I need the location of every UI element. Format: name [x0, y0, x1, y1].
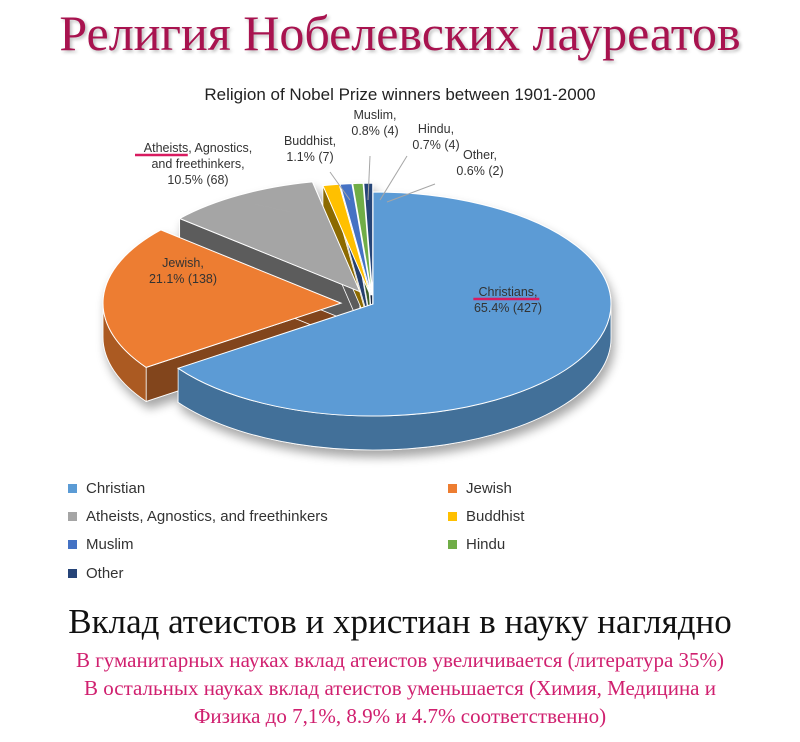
data-label-value: 0.7% (4) — [412, 138, 459, 152]
legend-label: Other — [86, 565, 124, 582]
data-label-value: 21.1% (138) — [149, 272, 217, 286]
data-label-value: 0.8% (4) — [351, 124, 398, 138]
leader-line — [254, 203, 291, 213]
leader-line — [367, 155, 371, 201]
legend-swatch — [448, 484, 457, 493]
data-label-name: Jewish, — [162, 256, 204, 270]
pie-slice-hindu — [352, 182, 373, 296]
data-label-value: 10.5% (68) — [167, 173, 228, 187]
pie-slice-muslim — [339, 183, 372, 296]
legend-label: Atheists, Agnostics, and freethinkers — [86, 508, 328, 525]
pie-slice-atheists — [178, 181, 361, 293]
data-label-name: Atheists, Agnostics, — [144, 141, 252, 155]
legend-swatch — [448, 540, 457, 549]
legend-swatch — [68, 512, 77, 521]
page-heading: Религия Нобелевских лауреатов — [59, 5, 741, 61]
footnote-line: В гуманитарных науках вклад атеистов уве… — [75, 648, 725, 672]
legend-label: Jewish — [466, 480, 512, 497]
data-label-value: and freethinkers, — [151, 157, 244, 171]
data-label-value: 0.6% (2) — [456, 164, 503, 178]
chart-panel: Religion of Nobel Prize winners between … — [50, 72, 750, 592]
pie-slice-jewish — [102, 229, 343, 368]
data-label-name: Buddhist, — [284, 134, 336, 148]
pie-slice-christian — [176, 191, 612, 417]
data-label-name: Muslim, — [353, 108, 396, 122]
data-label-name: Other, — [463, 148, 497, 162]
chart-title: Religion of Nobel Prize winners between … — [204, 85, 595, 104]
data-label-name: Hindu, — [418, 122, 454, 136]
legend-swatch — [68, 569, 77, 578]
legend-label: Christian — [86, 480, 145, 497]
legend-label: Muslim — [86, 536, 134, 553]
data-label-value: 65.4% (427) — [474, 301, 542, 315]
data-label-value: 1.1% (7) — [286, 150, 333, 164]
legend-swatch — [448, 512, 457, 521]
footnote-line: В остальных науках вклад атеистов уменьш… — [84, 676, 716, 700]
legend-label: Buddhist — [466, 508, 525, 525]
footer-title: Вклад атеистов и христиан в науку нагляд… — [68, 602, 732, 641]
legend-swatch — [68, 484, 77, 493]
pie-chart: Religion of Nobel Prize winners between … — [68, 85, 612, 582]
leader-line — [386, 183, 436, 203]
legend-label: Hindu — [466, 536, 505, 553]
leader-line — [329, 171, 351, 201]
footnote-line: Физика до 7,1%, 8.9% и 4.7% соответствен… — [193, 704, 607, 728]
pie-slice-other — [363, 182, 374, 296]
leader-line — [379, 155, 408, 201]
data-label-name: Christians, — [478, 285, 537, 299]
legend-swatch — [68, 540, 77, 549]
